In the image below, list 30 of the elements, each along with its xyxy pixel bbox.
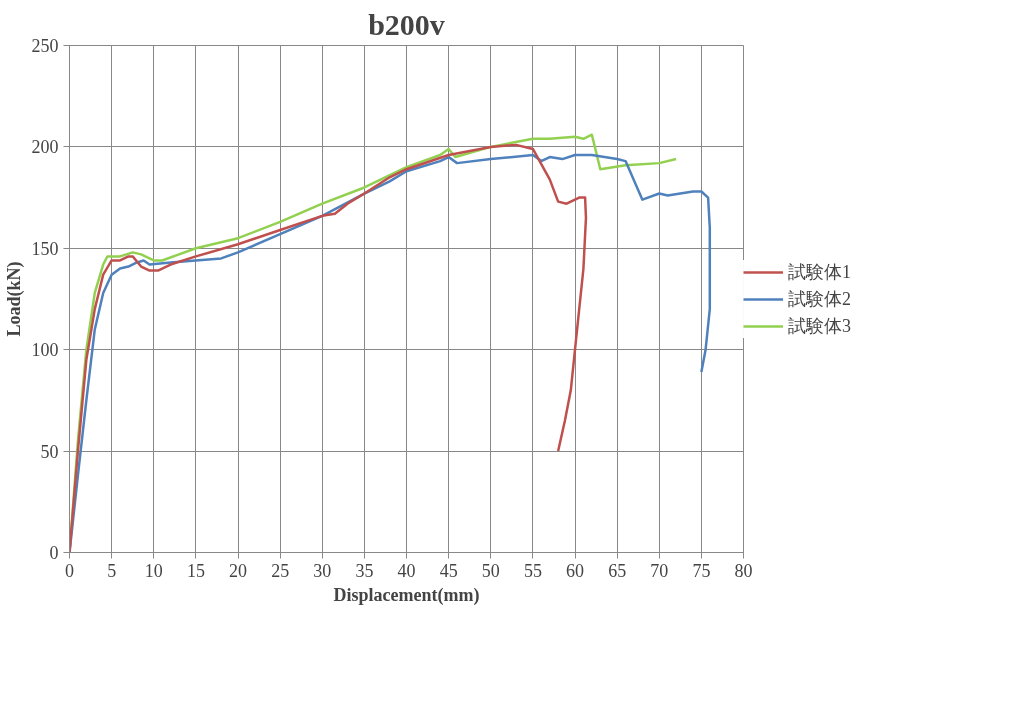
- x-tick-label: 75: [692, 560, 711, 581]
- y-axis-title: Load(kN): [3, 261, 25, 337]
- legend-label: 試験体3: [788, 314, 851, 338]
- line-series: [69, 143, 588, 553]
- x-tick-label: 15: [186, 560, 205, 581]
- chart-title: b200v: [368, 7, 445, 41]
- x-tick-label: 70: [650, 560, 669, 581]
- x-tick-label: 45: [439, 560, 458, 581]
- y-tick-label: 50: [40, 441, 59, 462]
- x-tick-label: 25: [271, 560, 290, 581]
- x-tick-label: 60: [566, 560, 584, 581]
- x-tick-label: 55: [523, 560, 542, 581]
- x-tick-label: 40: [397, 560, 416, 581]
- x-tick-label: 20: [229, 560, 247, 581]
- x-tick-label: 65: [608, 560, 627, 581]
- y-tick-label: 250: [31, 36, 59, 56]
- x-tick-label: 80: [734, 560, 753, 581]
- y-tick-label: 0: [49, 543, 59, 563]
- x-tick-label: 10: [144, 560, 163, 581]
- x-axis-title: Displacement(mm): [333, 584, 480, 606]
- x-tick-label: 30: [313, 560, 332, 581]
- x-tick-label: 35: [355, 560, 374, 581]
- y-tick-label: 200: [31, 137, 59, 158]
- x-tick-label: 5: [107, 560, 117, 581]
- x-tick-label: 0: [65, 560, 74, 581]
- y-tick-label: 100: [31, 340, 59, 361]
- x-tick-label: 50: [481, 560, 500, 581]
- legend-label: 試験体2: [788, 287, 851, 311]
- legend-label: 試験体1: [788, 260, 851, 284]
- y-tick-label: 150: [31, 238, 59, 259]
